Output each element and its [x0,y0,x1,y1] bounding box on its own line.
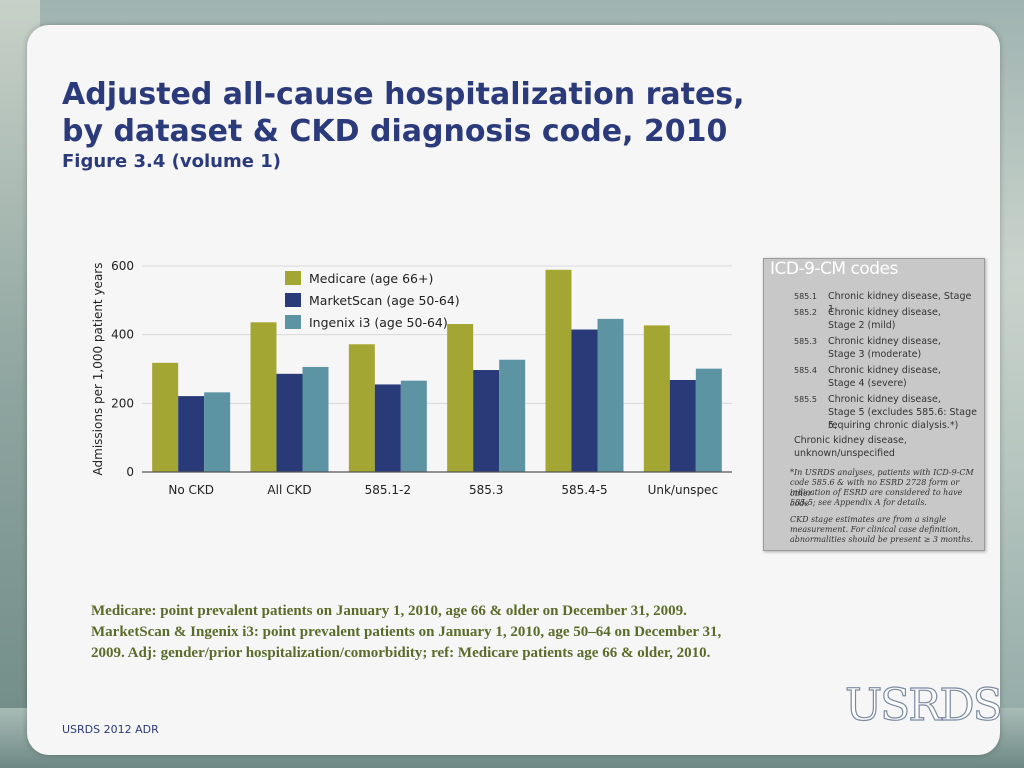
bar [250,322,277,472]
bar [473,370,500,472]
icd-desc: Stage 2 (mild) [828,320,896,331]
icd-code: 585.5 [794,395,817,404]
x-tick-label: Unk/unspec [648,483,718,497]
y-tick-label: 0 [126,465,134,479]
slide-title: Adjusted all-cause hospitalization rates… [62,76,762,150]
y-tick-label: 200 [111,396,134,410]
bar-chart: 0 200 400 600 Admissions per 1,000 patient y… [91,259,732,497]
bar [597,318,624,472]
icd-note: abnormalities should be present ≥ 3 mont… [790,535,974,544]
icd-note: measurement. For clinical case definitio… [790,525,961,534]
bar [374,384,401,472]
icd-desc: requiring chronic dialysis.*) [828,420,959,431]
y-tick-label: 600 [111,259,134,273]
footnote-line: MarketScan & Ingenix i3: point prevalent… [91,624,722,640]
bar [643,325,670,472]
bar [499,359,526,472]
legend-swatch [285,293,301,307]
icd-code: 585.4 [794,366,817,375]
footnote-line: 2009. Adj: gender/prior hospitalization/… [91,645,711,661]
icd-note: code 585.6 & with no ESRD 2728 form or o… [790,478,960,498]
legend-swatch [285,271,301,285]
x-tick-label: All CKD [267,483,311,497]
icd-unknown: unknown/unspecified [794,448,895,459]
x-tick-label: 585.1-2 [365,483,411,497]
bar [276,373,303,472]
legend-swatch [285,315,301,329]
footnote-line: Medicare: point prevalent patients on Ja… [91,603,687,619]
icd-note: *In USRDS analyses, patients with ICD-9-… [790,468,974,477]
bar [204,392,231,472]
bar [669,379,696,472]
slide-subtitle: Figure 3.4 (volume 1) [62,151,281,172]
y-tick-label: 400 [111,328,134,342]
icd-code: 585.3 [794,337,817,346]
icd-code: 585.2 [794,308,817,317]
bar [695,368,722,472]
icd-note: CKD stage estimates are from a single [790,515,947,524]
bar [571,329,598,472]
legend-label: Medicare (age 66+) [309,271,433,286]
icd-desc: Stage 3 (moderate) [828,349,922,360]
icd-desc: Chronic kidney disease, [828,336,941,347]
icd-note: 585.5; see Appendix A for details. [790,498,927,507]
icd-code: 585.1 [794,292,817,301]
title-line-2: by dataset & CKD diagnosis code, 2010 [62,114,728,149]
icd-desc: Chronic kidney disease, [828,365,941,376]
bar [178,396,205,472]
icd-desc: Chronic kidney disease, [828,307,941,318]
usrds-logo: USRDS [844,679,1003,731]
y-axis-label: Admissions per 1,000 patient years [91,263,105,476]
icd-note: indication of ESRD are considered to hav… [790,488,963,508]
icd-desc: Chronic kidney disease, [828,394,941,405]
icd-box-title: ICD-9-CM codes [770,259,898,279]
x-tick-label: 585.4-5 [561,483,607,497]
bar [400,380,427,472]
icd-desc: Stage 5 (excludes 585.6: Stage 5, [828,407,977,431]
bar [152,362,179,472]
icd-unknown: Chronic kidney disease, [794,435,907,446]
slide-footnote: Medicare: point prevalent patients on Ja… [91,601,831,664]
bar [545,269,572,472]
title-line-1: Adjusted all-cause hospitalization rates… [62,77,745,112]
icd-desc: Chronic kidney disease, Stage 1 [828,291,972,315]
x-tick-label: 585.3 [469,483,503,497]
legend-label: MarketScan (age 50-64) [309,293,460,308]
bar [447,324,474,472]
bar [302,366,329,472]
legend-label: Ingenix i3 (age 50-64) [309,315,448,330]
x-tick-label: No CKD [168,483,214,497]
bar [348,344,375,472]
icd-codes-box: ICD-9-CM codes 585.1 Chronic kidney dise… [763,258,985,551]
footer-label: USRDS 2012 ADR [62,723,159,736]
icd-desc: Stage 4 (severe) [828,378,907,389]
